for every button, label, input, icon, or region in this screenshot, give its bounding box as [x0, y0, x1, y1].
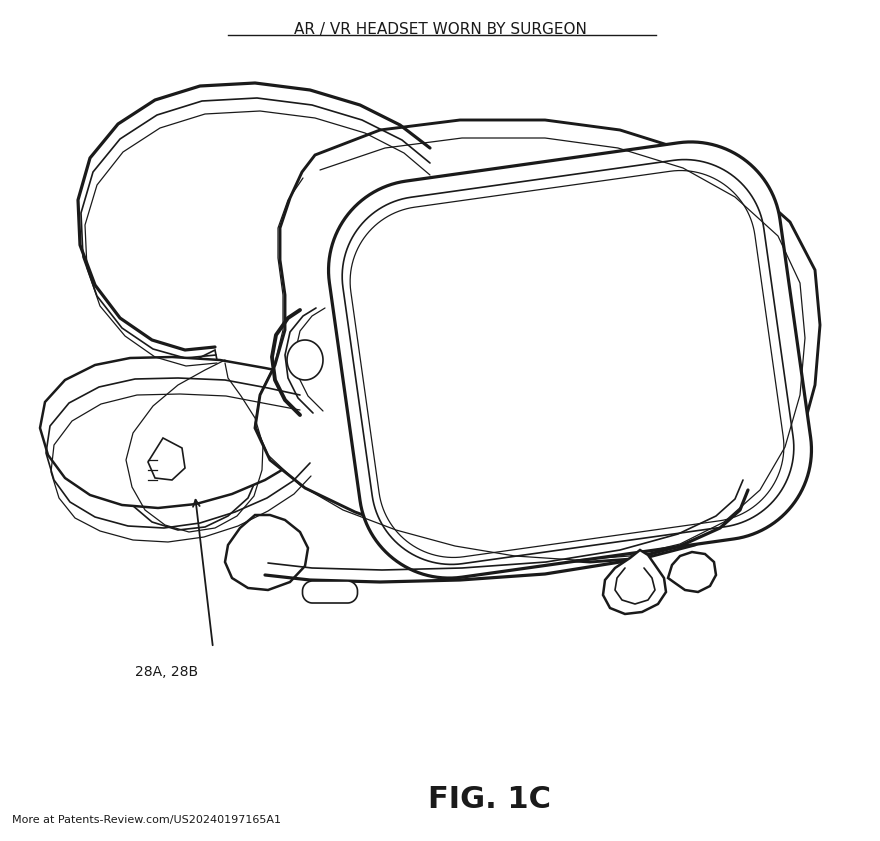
Polygon shape: [112, 350, 260, 530]
Polygon shape: [40, 357, 310, 508]
Text: AR / VR HEADSET WORN BY SURGEON: AR / VR HEADSET WORN BY SURGEON: [294, 22, 586, 37]
Polygon shape: [668, 552, 716, 592]
Polygon shape: [225, 515, 308, 590]
Text: 28A, 28B: 28A, 28B: [135, 665, 198, 679]
Text: FIG. 1C: FIG. 1C: [429, 785, 552, 814]
Polygon shape: [287, 340, 323, 380]
Polygon shape: [148, 438, 185, 480]
Polygon shape: [303, 581, 357, 603]
Polygon shape: [350, 171, 784, 558]
Text: More at Patents-Review.com/US20240197165A1: More at Patents-Review.com/US20240197165…: [12, 815, 281, 825]
Polygon shape: [328, 142, 811, 578]
Polygon shape: [255, 120, 820, 562]
Polygon shape: [603, 550, 666, 614]
Polygon shape: [342, 160, 794, 564]
